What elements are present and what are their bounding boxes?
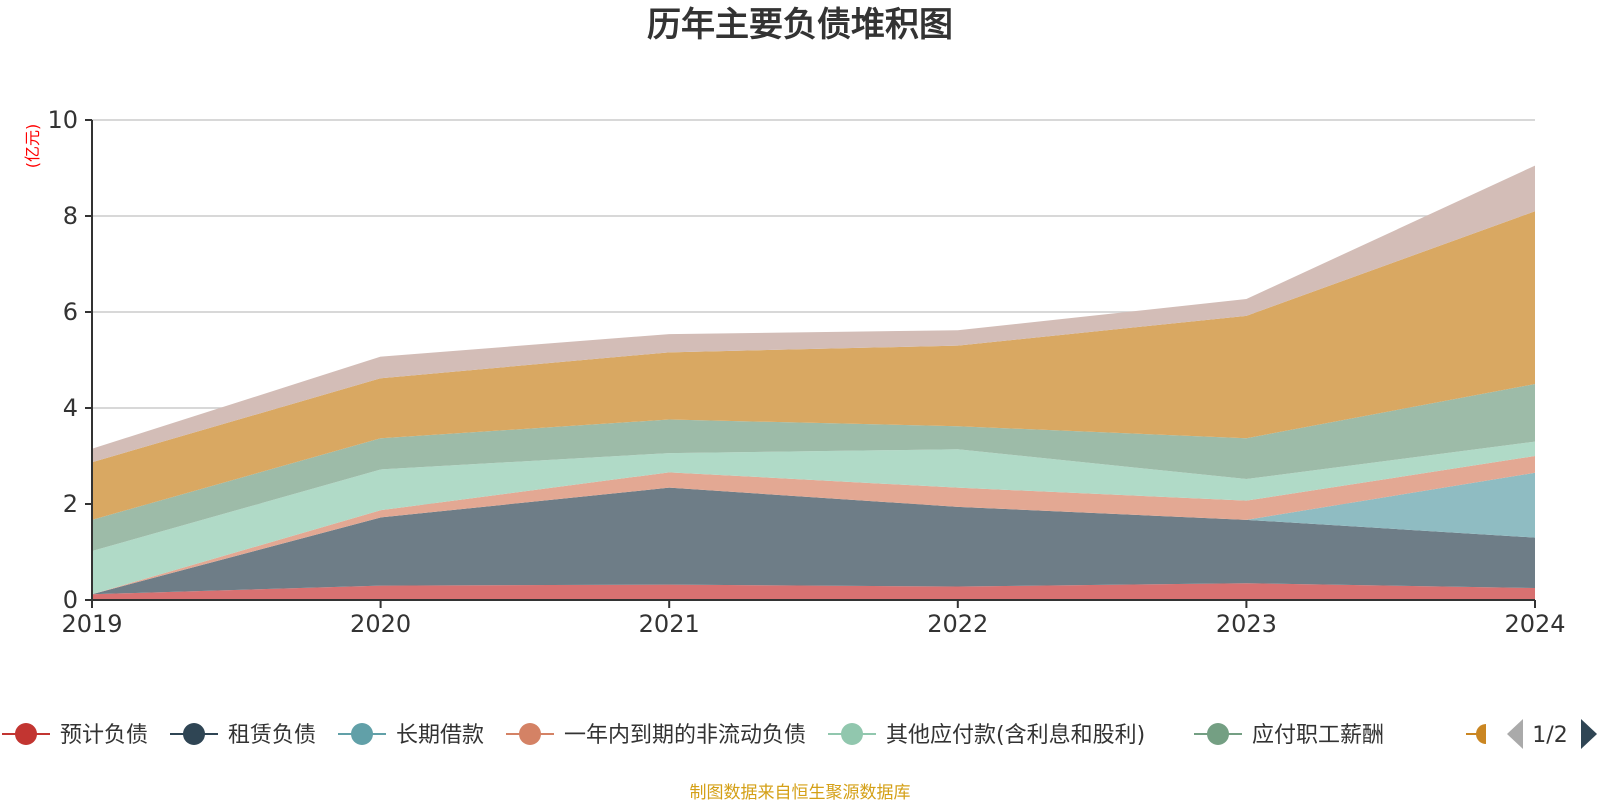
x-tick-label: 2024 <box>1504 610 1565 638</box>
area-series <box>92 165 1535 463</box>
legend: 预计负债 租赁负债 长期借款 一年内到期的非流动负债 其他应付款(含利息和股利) 应付职工… <box>2 719 1597 749</box>
legend-marker-icon <box>15 723 37 745</box>
area-series <box>92 487 1535 595</box>
y-tick-label: 2 <box>63 490 78 518</box>
y-tick-label: 6 <box>63 298 78 326</box>
area-series <box>92 441 1535 595</box>
x-tick-label: 2021 <box>639 610 700 638</box>
legend-next-hint-icon <box>1476 724 1486 744</box>
area-series <box>92 384 1535 552</box>
legend-label: 其他应付款(含利息和股利) <box>886 723 1145 748</box>
area-series <box>92 583 1535 600</box>
x-tick-label: 2019 <box>61 610 122 638</box>
legend-label: 租赁负债 <box>228 723 316 748</box>
legend-label: 一年内到期的非流动负债 <box>564 723 806 748</box>
chart-title: 历年主要负债堆积图 <box>647 5 953 45</box>
area-series <box>92 211 1535 520</box>
area-series <box>92 456 1535 595</box>
legend-page-indicator: 1/2 <box>1532 723 1567 748</box>
legend-marker-icon <box>1207 723 1229 745</box>
y-axis-unit-label: (亿元) <box>23 124 42 169</box>
y-tick-label: 8 <box>63 202 78 230</box>
x-tick-label: 2022 <box>927 610 988 638</box>
legend-label: 长期借款 <box>396 723 484 748</box>
legend-prev-page-icon[interactable] <box>1507 719 1523 749</box>
legend-item[interactable]: 其他应付款(含利息和股利) <box>828 723 1145 748</box>
x-tick-label: 2020 <box>350 610 411 638</box>
legend-label: 应付职工薪酬 <box>1252 723 1384 748</box>
legend-item[interactable]: 长期借款 <box>338 723 484 748</box>
area-series-group <box>92 165 1535 600</box>
y-tick-label: 4 <box>63 394 78 422</box>
y-tick-label: 10 <box>47 106 78 134</box>
axes: 0 2 4 6 8 10 2019 2020 2021 2022 2023 2024 <box>47 106 1565 638</box>
legend-label: 预计负债 <box>60 723 148 748</box>
legend-next-page-icon[interactable] <box>1581 719 1597 749</box>
source-note: 制图数据来自恒生聚源数据库 <box>689 783 911 803</box>
legend-marker-icon <box>183 723 205 745</box>
legend-marker-icon <box>841 723 863 745</box>
legend-marker-icon <box>519 723 541 745</box>
legend-item[interactable]: 一年内到期的非流动负债 <box>506 723 806 748</box>
legend-item[interactable]: 应付职工薪酬 <box>1194 723 1384 748</box>
x-tick-label: 2023 <box>1216 610 1277 638</box>
legend-marker-icon <box>351 723 373 745</box>
legend-item[interactable]: 预计负债 <box>2 723 148 748</box>
legend-item[interactable]: 租赁负债 <box>170 723 316 748</box>
y-tick-label: 0 <box>63 586 78 614</box>
